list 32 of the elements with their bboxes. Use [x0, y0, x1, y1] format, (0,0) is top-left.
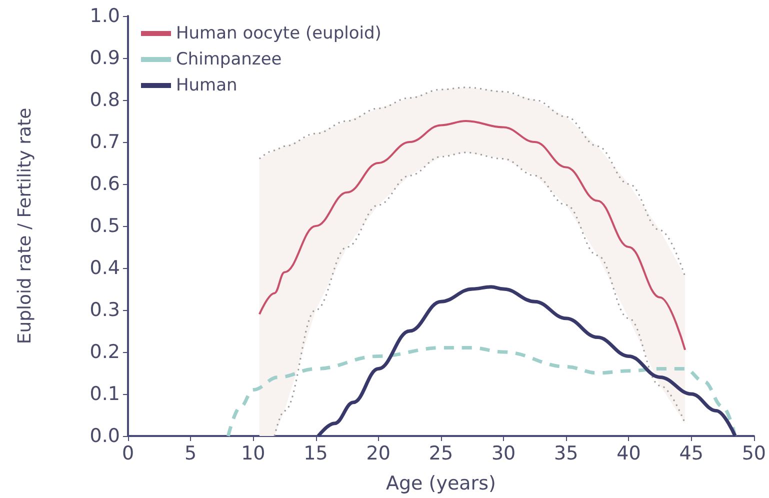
legend-label: Human [176, 76, 238, 96]
y-tick-label: 0.6 [90, 173, 120, 195]
y-tick-label: 1.0 [90, 5, 120, 27]
line-series [274, 152, 686, 437]
x-tick-label: 15 [304, 442, 328, 464]
x-tick-label: 25 [428, 442, 454, 464]
y-tick-label: 0.2 [90, 341, 120, 363]
line-series [316, 285, 737, 438]
y-axis-title: Euploid rate / Fertility rate [14, 108, 36, 344]
line-series [258, 120, 686, 351]
y-tick-label: 0.9 [90, 47, 120, 69]
y-tick-label: 0.7 [90, 131, 120, 153]
line-series [226, 346, 737, 438]
x-axis-title: Age (years) [386, 472, 496, 494]
x-tick-label: 0 [122, 442, 134, 464]
y-tick-label: 0.3 [90, 299, 120, 321]
y-tick-label: 0.5 [90, 215, 120, 237]
x-tick-label: 45 [679, 442, 704, 464]
x-tick-label: 40 [616, 442, 641, 464]
x-tick-label: 20 [366, 442, 390, 464]
x-tick-label: 35 [554, 442, 578, 464]
line-series [258, 86, 686, 278]
x-tick-label: 30 [491, 442, 516, 464]
x-tick-label: 50 [742, 442, 766, 464]
y-tick-label: 0.0 [90, 425, 120, 447]
y-tick-label: 0.4 [90, 257, 120, 279]
y-tick-label: 0.1 [90, 383, 120, 405]
legend-label: Human oocyte (euploid) [176, 24, 382, 44]
x-tick-label: 5 [184, 442, 197, 464]
y-tick-label: 0.8 [90, 89, 120, 111]
legend-label: Chimpanzee [176, 50, 282, 70]
x-tick-label: 10 [241, 442, 266, 464]
